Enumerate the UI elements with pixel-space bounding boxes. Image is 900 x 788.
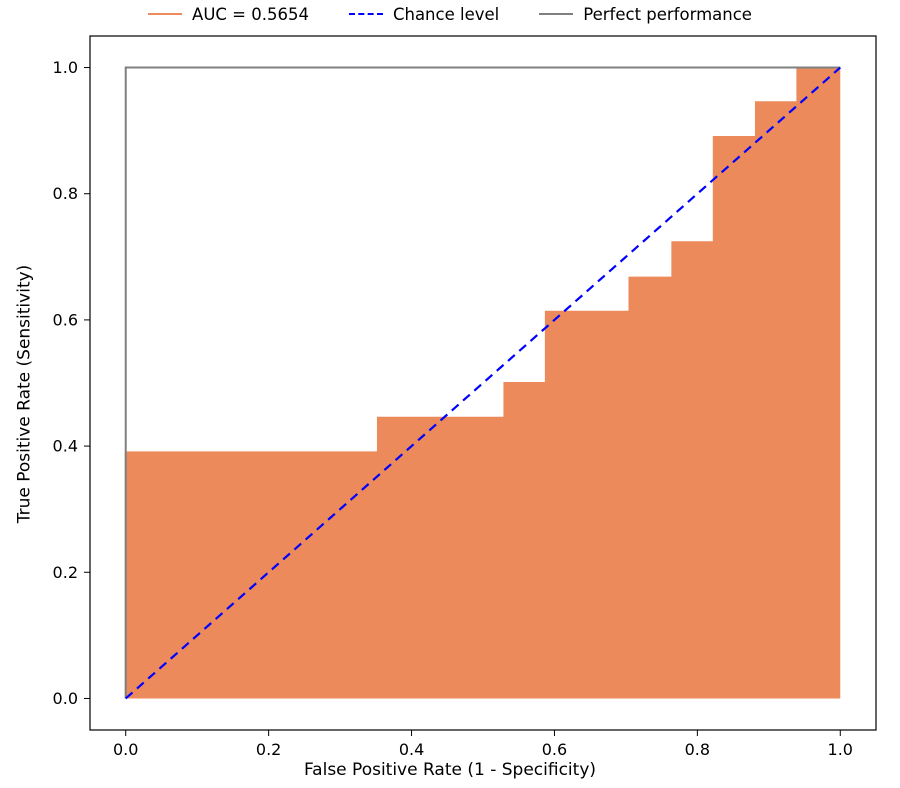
legend-item-auc: AUC = 0.5654: [148, 5, 309, 24]
x-tick-label: 0.2: [256, 740, 281, 759]
roc-chart: AUC = 0.5654 Chance level Perfect perfor…: [0, 0, 900, 788]
legend-label: Perfect performance: [583, 5, 752, 24]
x-tick-label: 0.8: [685, 740, 710, 759]
y-tick-label: 0.4: [53, 437, 78, 456]
legend-swatch-auc: [148, 13, 182, 15]
legend-swatch-perfect: [539, 13, 573, 15]
y-axis-label: True Positive Rate (Sensitivity): [14, 265, 34, 524]
legend: AUC = 0.5654 Chance level Perfect perfor…: [0, 0, 900, 28]
legend-label: Chance level: [393, 5, 499, 24]
y-tick-label: 1.0: [53, 58, 78, 77]
y-axis-label-wrap: True Positive Rate (Sensitivity): [14, 0, 34, 788]
legend-swatch-chance: [349, 13, 383, 15]
y-tick-label: 0.0: [53, 689, 78, 708]
x-tick-label: 1.0: [828, 740, 853, 759]
x-tick-label: 0.4: [399, 740, 424, 759]
y-tick-label: 0.2: [53, 563, 78, 582]
x-axis-label: False Positive Rate (1 - Specificity): [0, 760, 900, 780]
plot-svg: 0.0 0.2 0.4 0.6 0.8 1.0 0.0 0.2 0.4 0.6 0.8 1.0: [0, 0, 900, 788]
legend-label: AUC = 0.5654: [192, 5, 309, 24]
x-tick-label: 0.6: [542, 740, 567, 759]
legend-item-chance: Chance level: [349, 5, 499, 24]
y-tick-label: 0.8: [53, 184, 78, 203]
y-tick-label: 0.6: [53, 310, 78, 329]
x-tick-label: 0.0: [113, 740, 138, 759]
legend-item-perfect: Perfect performance: [539, 5, 752, 24]
